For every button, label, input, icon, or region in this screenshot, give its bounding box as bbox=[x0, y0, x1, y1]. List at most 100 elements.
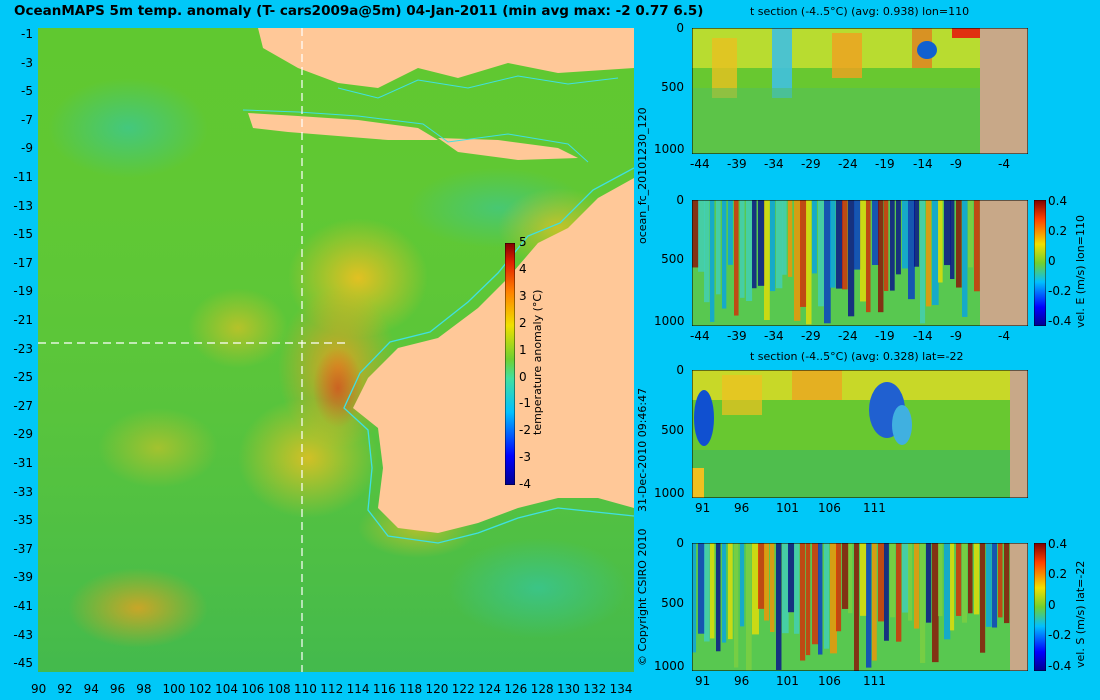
velocity-stripe bbox=[848, 200, 855, 317]
velocity-stripe bbox=[770, 200, 776, 292]
p3-y-tick: 1000 bbox=[654, 486, 685, 500]
velocity-stripe bbox=[866, 543, 872, 668]
velocity-stripe bbox=[812, 200, 817, 274]
run-label: ocean_fc_20101230_120 bbox=[636, 107, 649, 244]
panel3-temp-section[interactable] bbox=[692, 370, 1028, 498]
velocity-stripe bbox=[836, 543, 842, 632]
velocity-stripe bbox=[932, 543, 939, 663]
velocity-stripe bbox=[938, 543, 943, 617]
panel2-velocity-east-section[interactable] bbox=[692, 200, 1028, 326]
p4-x-tick: 106 bbox=[818, 674, 841, 688]
panel1-temp-section[interactable] bbox=[692, 28, 1028, 154]
latitude-tick: -13 bbox=[13, 198, 33, 213]
latitude-tick: -7 bbox=[21, 112, 33, 127]
latitude-tick: -45 bbox=[13, 656, 33, 671]
longitude-tick: 128 bbox=[530, 682, 554, 696]
velocity-stripe bbox=[704, 200, 710, 303]
p2-colorbar-tick: 0 bbox=[1048, 254, 1056, 268]
velocity-stripe bbox=[722, 200, 727, 309]
latitude-tick: -43 bbox=[13, 627, 33, 642]
velocity-stripe bbox=[758, 543, 765, 609]
velocity-stripe bbox=[860, 543, 867, 616]
p4-x-tick: 101 bbox=[776, 674, 799, 688]
p4-y-tick: 1000 bbox=[654, 659, 685, 673]
velocity-stripe bbox=[992, 543, 998, 628]
velocity-stripe bbox=[938, 200, 943, 283]
latitude-tick: -35 bbox=[13, 513, 33, 528]
longitude-tick: 134 bbox=[609, 682, 633, 696]
velocity-stripe bbox=[806, 200, 812, 325]
copyright-label: © Copyright CSIRO 2010 bbox=[636, 528, 649, 666]
velocity-stripe bbox=[818, 543, 823, 655]
velocity-stripe bbox=[836, 200, 843, 289]
velocity-stripe bbox=[716, 543, 721, 652]
longitude-tick: 106 bbox=[241, 682, 265, 696]
colorbar-tick: 1 bbox=[519, 342, 527, 357]
velocity-stripe bbox=[698, 200, 705, 272]
colorbar-tick: 3 bbox=[519, 288, 527, 303]
p2-x-tick: -34 bbox=[764, 329, 784, 343]
velocity-stripe bbox=[998, 543, 1003, 618]
temperature-colorbar bbox=[505, 243, 515, 485]
velocity-stripe bbox=[848, 543, 853, 614]
longitude-tick: 108 bbox=[267, 682, 291, 696]
velocity-stripe bbox=[944, 543, 951, 640]
latitude-tick: -27 bbox=[13, 398, 33, 413]
velocity-stripe bbox=[830, 543, 837, 654]
velocity-stripe bbox=[704, 543, 710, 642]
p2-x-tick: -14 bbox=[913, 329, 933, 343]
velocity-stripe bbox=[710, 200, 715, 322]
p2-x-tick: -44 bbox=[690, 329, 710, 343]
velocity-stripe bbox=[896, 543, 902, 642]
p4-x-tick: 96 bbox=[734, 674, 750, 688]
temperature-anomaly-map[interactable] bbox=[38, 28, 634, 672]
latitude-tick: -23 bbox=[13, 341, 33, 356]
velocity-stripe bbox=[842, 200, 848, 290]
p2-colorbar-tick: 0.2 bbox=[1048, 224, 1068, 238]
p4-colorbar-tick: 0.2 bbox=[1048, 567, 1068, 582]
p4-colorbar-tick: -0.2 bbox=[1048, 628, 1072, 643]
p2-x-tick: -4 bbox=[998, 329, 1010, 343]
p2-colorbar-tick: 0.4 bbox=[1048, 194, 1068, 208]
velocity-stripe bbox=[734, 200, 739, 316]
p2-colorbar-tick: -0.2 bbox=[1048, 284, 1072, 298]
colorbar-tick: -1 bbox=[519, 396, 531, 411]
p2-y-tick: 0 bbox=[676, 193, 684, 207]
p3-y-tick: 500 bbox=[661, 423, 684, 438]
velocity-stripe bbox=[866, 200, 871, 313]
p2-x-tick: -9 bbox=[950, 329, 962, 343]
p1-x-tick: -24 bbox=[838, 157, 858, 171]
p1-x-tick: -34 bbox=[764, 157, 784, 171]
velocity-stripe bbox=[716, 200, 721, 295]
panel4-velocity-south-section[interactable] bbox=[692, 543, 1028, 671]
p4-y-tick: 0 bbox=[676, 536, 684, 550]
latitude-tick: -17 bbox=[13, 255, 33, 270]
velocity-stripe bbox=[812, 543, 819, 645]
longitude-tick: 120 bbox=[425, 682, 449, 696]
velocity-stripe bbox=[890, 200, 895, 291]
p2-x-tick: -29 bbox=[801, 329, 821, 343]
velocity-stripe bbox=[800, 543, 806, 661]
latitude-tick: -1 bbox=[21, 27, 33, 41]
velocity-stripe bbox=[968, 543, 973, 614]
p3-x-tick: 91 bbox=[695, 501, 711, 515]
velocity-stripe bbox=[698, 543, 705, 634]
latitude-tick: -11 bbox=[13, 170, 33, 184]
velocity-stripe bbox=[776, 200, 783, 289]
velocity-stripe bbox=[908, 543, 913, 621]
p4-colorbar-tick: -0.4 bbox=[1048, 658, 1072, 673]
p2-y-tick: 1000 bbox=[654, 314, 685, 328]
longitude-tick: 112 bbox=[320, 682, 344, 696]
longitude-tick: 132 bbox=[583, 682, 607, 696]
longitude-tick: 130 bbox=[557, 682, 580, 696]
velocity-stripe bbox=[752, 543, 759, 635]
velocity-stripe bbox=[962, 200, 968, 317]
colorbar-tick: 2 bbox=[519, 315, 527, 330]
velocity-stripe bbox=[782, 543, 789, 634]
longitude-tick: 92 bbox=[57, 682, 73, 696]
velocity-stripe bbox=[788, 543, 795, 613]
colorbar-tick: -3 bbox=[519, 450, 531, 465]
velocity-stripe bbox=[962, 543, 967, 623]
velocity-stripe bbox=[728, 543, 733, 640]
velocity-stripe bbox=[764, 200, 770, 321]
